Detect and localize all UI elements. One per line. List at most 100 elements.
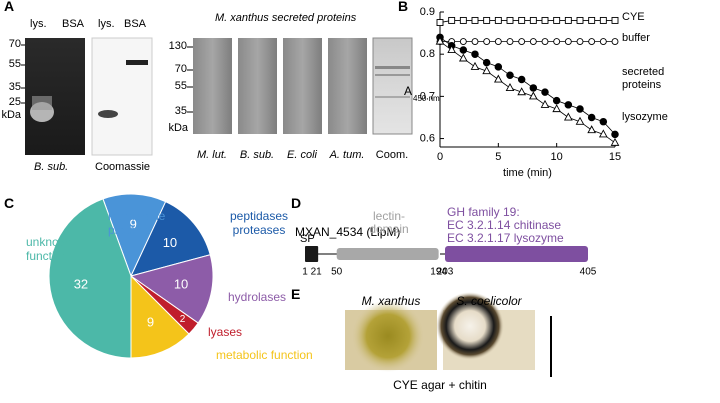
marker [598,129,608,138]
marker [529,16,537,24]
marker [483,38,491,45]
gel-caption: B. sub. [34,161,69,173]
marker [611,16,619,24]
marker [528,91,538,100]
slice-label: lyases [208,325,243,339]
domain-label: EC 3.2.1.14 chitinase [447,218,562,232]
marker-label: 130 [168,40,187,52]
marker [564,38,572,45]
marker [471,50,479,58]
slice-label: membrane proteins [108,209,166,237]
slice-value: 9 [130,217,137,232]
slice-value: 32 [74,276,88,291]
marker [541,88,549,96]
marker [506,71,514,80]
marker [459,46,468,54]
slice-value: 10 [163,235,177,250]
marker [576,16,584,24]
marker [471,38,479,45]
marker [459,38,467,45]
protein-name: MXAN_4534 (LlpM) [295,225,401,239]
marker-label: 35 [8,81,21,93]
marker-unit: kDa [1,109,21,121]
marker [471,16,479,24]
gel-lane [238,38,277,134]
marker-label: 25 [8,96,21,108]
marker [494,16,502,24]
marker [541,38,549,45]
panel-label: D [291,195,302,211]
x-tick-label: 5 [495,151,501,163]
marker [540,99,550,108]
marker [447,45,457,54]
marker [576,38,584,45]
residue-number: 1 [302,267,308,278]
gel-caption: B. sub. [239,149,275,161]
y-tick-label: 0.7 [420,90,435,102]
marker-unit: kDa [168,122,188,134]
domain-label: GH family 19: [447,205,520,219]
marker [599,16,607,24]
marker [588,38,596,45]
marker [448,16,456,24]
gel-caption: M. lut. [197,149,227,161]
marker [517,87,527,96]
plate-caption: CYE agar + chitin [393,378,487,392]
marker [587,125,597,134]
marker [459,16,467,24]
lane-label: lys. [98,18,115,30]
marker [587,113,596,122]
marker [517,75,526,84]
marker [588,16,596,24]
marker-label: 55 [8,58,21,70]
y-tick-label: 0.9 [420,6,435,18]
gel-lane [193,38,232,134]
residue-number: 194 [430,267,447,278]
marker [611,38,619,45]
gel-header: M. xanthus secreted proteins [215,12,357,24]
gel-smear [32,96,52,110]
residue-number: 50 [331,267,343,278]
panel-label: B [398,0,409,14]
gel-caption: A. tum. [329,149,365,161]
marker-label: 70 [174,63,187,75]
marker [482,66,492,75]
marker-label: 55 [174,80,187,92]
slice-value: 2 [180,314,186,325]
marker [494,63,503,71]
marker [552,104,562,113]
marker [529,84,538,92]
panel-label: E [291,286,301,302]
marker [518,38,526,45]
domain-label: lectin-domain [369,209,409,236]
marker [552,96,561,105]
gel-band [375,66,410,69]
panel-label: A [4,0,15,14]
y-axis-label: A [404,84,412,98]
marker-label: 70 [8,38,21,50]
domain-label: EC 3.2.1.17 lysozyme [447,231,564,245]
slice-label: peptidases proteases [229,209,289,237]
gel-caption: Coomassie [95,161,151,173]
lane-label: lys. [30,18,47,30]
gel-band [375,74,410,76]
slice-label: hydrolases [228,290,287,304]
series-label: secreted proteins [622,66,665,91]
series-line [439,20,615,23]
y-axis-label-sub: 450 nm [413,94,440,103]
panel-label: C [4,195,15,211]
pie-slice [102,193,167,278]
gel-lane [372,37,413,135]
series-label: lysozyme [622,111,668,123]
lane-label: BSA [62,18,85,30]
strain-label: S. coelicolor [456,294,522,308]
marker [611,130,619,139]
domain-gh [445,246,588,262]
marker [458,53,468,62]
marker [564,16,572,24]
gel-band [98,110,118,118]
slice-label: metabolic function [216,348,313,362]
residue-number: 21 [311,267,323,278]
